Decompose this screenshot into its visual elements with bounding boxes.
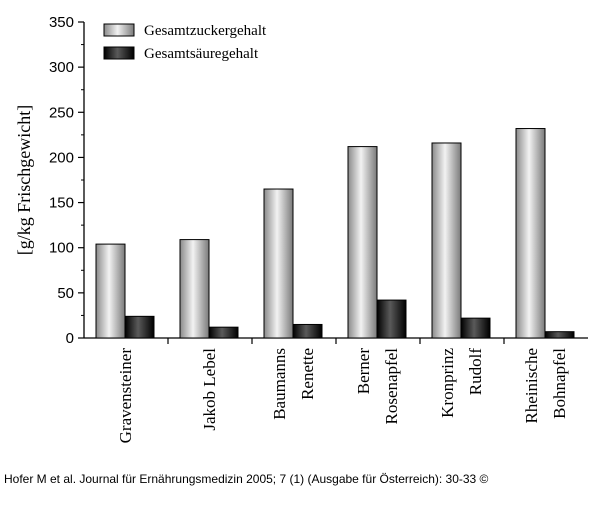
bar-chart: 0 50 100 150 200 250 300 350 Gravensteiner Jakob… bbox=[14, 14, 588, 444]
bar-acid bbox=[460, 317, 491, 339]
x-category-label: Bohnapfel bbox=[550, 348, 569, 419]
bars bbox=[95, 128, 575, 339]
category-labels: Gravensteiner Jakob Lebel Baumanns Renette B… bbox=[116, 348, 569, 444]
x-category-label: Rosenapfel bbox=[382, 348, 401, 425]
legend-swatch-acid bbox=[103, 46, 135, 60]
bar-sugar bbox=[95, 243, 126, 339]
x-category-label: Renette bbox=[298, 348, 317, 400]
bar-sugar bbox=[263, 188, 294, 339]
bar-sugar bbox=[431, 142, 462, 339]
x-category-label: Rheinische bbox=[522, 348, 541, 424]
y-tick-label: 350 bbox=[49, 14, 74, 31]
x-category-label: Baumanns bbox=[270, 348, 289, 420]
bar-sugar bbox=[347, 146, 378, 339]
x-category-label: Jakob Lebel bbox=[200, 348, 219, 431]
y-tick-label: 150 bbox=[49, 195, 74, 212]
y-tick-label: 200 bbox=[49, 149, 74, 166]
bar-acid bbox=[208, 326, 239, 339]
x-category-label: Rudolf bbox=[466, 348, 485, 396]
legend-label-acid: Gesamtsäuregehalt bbox=[144, 46, 259, 62]
axes: 0 50 100 150 200 250 300 350 bbox=[49, 14, 588, 347]
y-tick-label: 0 bbox=[66, 330, 74, 347]
bar-sugar bbox=[179, 239, 210, 339]
bar-sugar bbox=[515, 128, 546, 339]
legend: Gesamtzuckergehalt Gesamtsäuregehalt bbox=[103, 23, 267, 62]
x-category-label: Gravensteiner bbox=[116, 348, 135, 444]
bar-acid bbox=[376, 299, 407, 339]
y-tick-label: 300 bbox=[49, 59, 74, 76]
y-tick-label: 100 bbox=[49, 240, 74, 257]
legend-swatch-sugar bbox=[103, 23, 135, 37]
x-category-label: Kronprinz bbox=[438, 348, 457, 418]
bar-acid bbox=[292, 323, 323, 339]
legend-label-sugar: Gesamtzuckergehalt bbox=[144, 23, 267, 39]
bar-acid bbox=[544, 331, 575, 339]
x-category-label: Berner bbox=[354, 348, 373, 395]
y-tick-label: 50 bbox=[57, 285, 74, 302]
y-tick-label: 250 bbox=[49, 104, 74, 121]
bar-acid bbox=[124, 315, 155, 339]
source-credit: Hofer M et al. Journal für Ernährungsmed… bbox=[4, 472, 489, 486]
y-axis-label: [g/kg Frischgewicht] bbox=[14, 105, 34, 255]
